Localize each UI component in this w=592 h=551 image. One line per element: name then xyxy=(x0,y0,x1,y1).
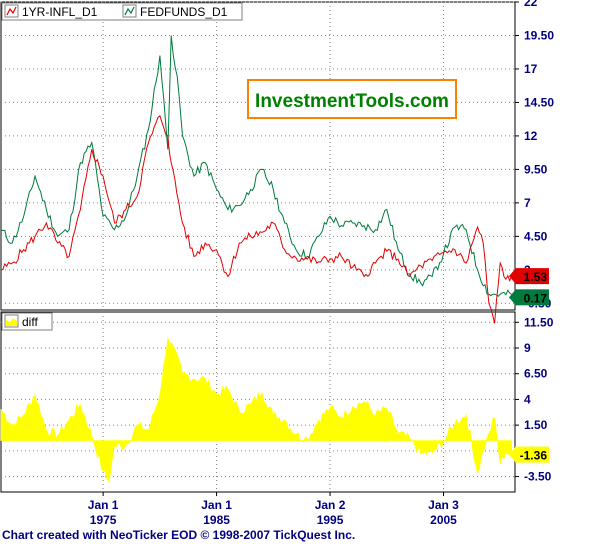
price-y-tick-label: 9.50 xyxy=(524,162,548,176)
x-tick-label-top: Jan 2 xyxy=(315,498,346,512)
x-tick-label-top: Jan 3 xyxy=(428,498,459,512)
legend-label: 1YR-INFL_D1 xyxy=(22,5,98,19)
x-tick-label-bottom: 1975 xyxy=(90,513,117,527)
line-chart-icon xyxy=(6,6,17,16)
line-chart-icon xyxy=(124,6,135,16)
series-inflation-line xyxy=(0,114,513,324)
last-value-inflation-label: 1.53 xyxy=(524,270,548,284)
last-value-diff-box xyxy=(515,446,549,463)
price-panel-frame xyxy=(0,1,516,311)
price-y-tick-label: 22 xyxy=(524,0,538,9)
legend-label: FEDFUNDS_D1 xyxy=(140,5,228,19)
last-value-fedfunds-pointer xyxy=(509,290,515,305)
series-fedfunds-line xyxy=(0,35,512,297)
last-value-fedfunds-label: 0.17 xyxy=(524,291,548,305)
price-y-tick-label: 7 xyxy=(524,196,531,210)
price-y-tick-label: 4.50 xyxy=(524,229,548,243)
price-y-tick-label: 14.50 xyxy=(524,95,554,109)
investmenttools-logo-text: InvestmentTools.com xyxy=(255,91,449,112)
price-y-tick-label: 12 xyxy=(524,129,538,143)
last-value-fedfunds-box xyxy=(515,289,549,306)
area-chart-icon xyxy=(6,318,17,326)
diff-y-tick-label: 6.50 xyxy=(524,367,548,381)
last-value-diff-label: -1.36 xyxy=(520,449,548,463)
diff-y-tick-label: 1.50 xyxy=(524,418,548,432)
last-value-diff-pointer xyxy=(509,447,515,462)
x-tick-label-top: Jan 1 xyxy=(88,498,119,512)
x-tick-label-bottom: 2005 xyxy=(430,513,457,527)
last-value-inflation-box xyxy=(515,268,549,285)
price-y-tick-label: 17 xyxy=(524,62,538,76)
diff-y-tick-label: 4 xyxy=(524,392,531,406)
diff-y-tick-label: 11.50 xyxy=(524,315,554,329)
last-value-inflation-pointer xyxy=(509,269,515,284)
investmenttools-logo-box xyxy=(247,79,457,119)
x-tick-label-bottom: 1985 xyxy=(203,513,230,527)
diff-y-tick-label: 9 xyxy=(524,341,531,355)
diff-y-tick-label: -3.50 xyxy=(524,470,552,484)
legend-label: diff xyxy=(22,315,38,329)
x-tick-label-bottom: 1995 xyxy=(317,513,344,527)
x-tick-label-top: Jan 1 xyxy=(201,498,232,512)
price-legend-box xyxy=(1,2,243,21)
chart-footer-credit: Chart created with NeoTicker EOD © 1998-… xyxy=(2,528,356,542)
series-diff-area xyxy=(0,337,512,483)
price-y-tick-label: 19.50 xyxy=(524,28,554,42)
